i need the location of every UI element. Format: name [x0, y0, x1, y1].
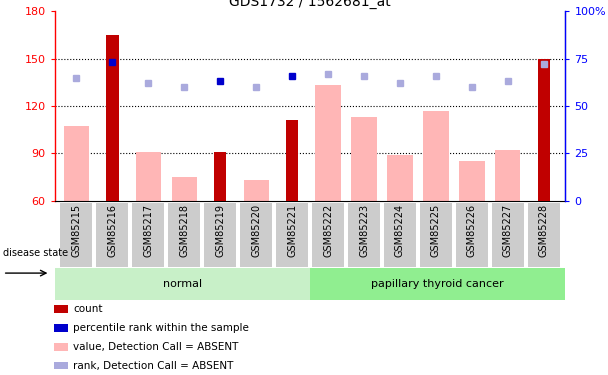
- Bar: [136, 152, 161, 201]
- Bar: [351, 117, 376, 201]
- Bar: [459, 161, 485, 201]
- Text: value, Detection Call = ABSENT: value, Detection Call = ABSENT: [74, 342, 238, 352]
- Text: GSM85222: GSM85222: [323, 204, 333, 257]
- Bar: [54, 362, 68, 369]
- Bar: [171, 177, 197, 201]
- FancyBboxPatch shape: [60, 202, 92, 267]
- Text: normal: normal: [163, 279, 202, 289]
- Text: GSM85216: GSM85216: [107, 204, 117, 257]
- Bar: [64, 126, 89, 201]
- Bar: [286, 120, 299, 201]
- Bar: [537, 58, 550, 201]
- FancyBboxPatch shape: [204, 202, 237, 267]
- FancyBboxPatch shape: [384, 202, 416, 267]
- FancyBboxPatch shape: [492, 202, 524, 267]
- Text: GSM85223: GSM85223: [359, 204, 369, 257]
- Bar: [496, 150, 520, 201]
- Bar: [214, 152, 226, 201]
- FancyBboxPatch shape: [420, 202, 452, 267]
- FancyBboxPatch shape: [528, 202, 560, 267]
- Text: percentile rank within the sample: percentile rank within the sample: [74, 323, 249, 333]
- Bar: [244, 180, 269, 201]
- Text: count: count: [74, 304, 103, 314]
- Text: papillary thyroid cancer: papillary thyroid cancer: [371, 279, 504, 289]
- FancyBboxPatch shape: [348, 202, 380, 267]
- Bar: [54, 305, 68, 313]
- Text: GSM85219: GSM85219: [215, 204, 225, 257]
- Text: GSM85227: GSM85227: [503, 204, 513, 257]
- Text: GSM85220: GSM85220: [251, 204, 261, 257]
- Bar: [423, 111, 449, 201]
- Text: GSM85221: GSM85221: [287, 204, 297, 257]
- Bar: [316, 86, 340, 201]
- Text: GSM85215: GSM85215: [71, 204, 81, 257]
- Bar: [310, 268, 565, 300]
- Text: disease state: disease state: [3, 248, 68, 258]
- Text: GSM85225: GSM85225: [431, 204, 441, 257]
- Bar: [54, 343, 68, 351]
- FancyBboxPatch shape: [456, 202, 488, 267]
- FancyBboxPatch shape: [240, 202, 272, 267]
- Text: GSM85224: GSM85224: [395, 204, 405, 257]
- FancyBboxPatch shape: [132, 202, 164, 267]
- Bar: [55, 268, 310, 300]
- Text: GSM85226: GSM85226: [467, 204, 477, 257]
- Text: GSM85217: GSM85217: [143, 204, 153, 257]
- FancyBboxPatch shape: [276, 202, 308, 267]
- Bar: [387, 155, 413, 201]
- Bar: [54, 324, 68, 332]
- FancyBboxPatch shape: [168, 202, 201, 267]
- Text: GSM85228: GSM85228: [539, 204, 549, 257]
- Title: GDS1732 / 1562681_at: GDS1732 / 1562681_at: [229, 0, 391, 9]
- FancyBboxPatch shape: [96, 202, 128, 267]
- FancyBboxPatch shape: [312, 202, 344, 267]
- Text: rank, Detection Call = ABSENT: rank, Detection Call = ABSENT: [74, 361, 233, 370]
- Text: GSM85218: GSM85218: [179, 204, 189, 257]
- Bar: [106, 35, 119, 201]
